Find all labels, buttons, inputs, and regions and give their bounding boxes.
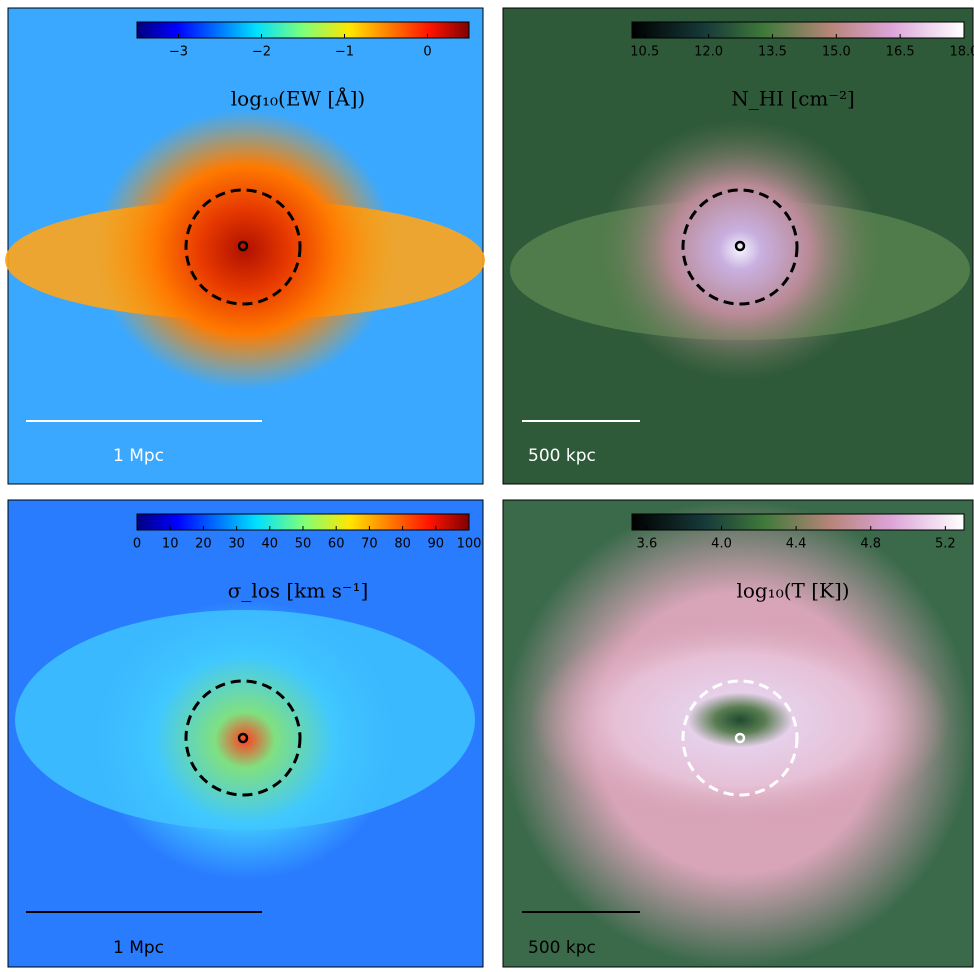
panel-title: N_HI [cm⁻²] — [731, 87, 855, 111]
colorbar-tick-label: 10 — [162, 537, 179, 552]
panel-title: log₁₀(EW [Å]) — [231, 86, 365, 111]
colorbar-tick-label: 13.5 — [758, 45, 787, 60]
colorbar-tick-label: 18.0 — [950, 45, 974, 60]
panel-3 — [8, 500, 483, 967]
colorbar-tick-label: 3.6 — [637, 537, 658, 552]
colorbar-tick-label: −2 — [252, 45, 271, 60]
colorbar-tick-label: −3 — [169, 45, 188, 60]
scale-label: 1 Mpc — [113, 938, 164, 958]
scale-label: 500 kpc — [528, 938, 596, 958]
panel-2 — [503, 8, 973, 484]
colorbar-tick-label: 4.8 — [860, 537, 881, 552]
panel-title: log₁₀(T [K]) — [736, 579, 849, 603]
colorbar-tick-label: 90 — [428, 537, 445, 552]
colorbar-tick-label: −1 — [335, 45, 354, 60]
colorbar-tick-label: 40 — [262, 537, 279, 552]
scale-label: 500 kpc — [528, 446, 596, 466]
colorbar — [632, 22, 964, 38]
colorbar-tick-label: 30 — [228, 537, 245, 552]
panel-4 — [503, 500, 973, 967]
colorbar-tick-label: 80 — [394, 537, 411, 552]
colorbar-tick-label: 4.4 — [786, 537, 807, 552]
figure: −3 −2 −1 0 log₁₀(EW [Å]) 1 Mpc 10.5 12.0 13.5 15.… — [0, 0, 974, 968]
panel-1 — [5, 8, 485, 484]
colorbar-tick-label: 15.0 — [822, 45, 851, 60]
colorbar-tick-label: 20 — [195, 537, 212, 552]
colorbar-tick-label: 10.5 — [630, 45, 659, 60]
colorbar-tick-label: 100 — [457, 537, 482, 552]
colorbar-tick-label: 70 — [361, 537, 378, 552]
colorbar-tick-label: 5.2 — [935, 537, 956, 552]
colorbar-tick-label: 12.0 — [694, 45, 723, 60]
colorbar-tick-label: 60 — [328, 537, 345, 552]
panel-title: σ_los [km s⁻¹] — [228, 579, 369, 603]
colorbar — [632, 514, 964, 530]
colorbar-tick-label: 0 — [133, 537, 141, 552]
colorbar-tick-label: 16.5 — [886, 45, 915, 60]
colorbar — [137, 22, 469, 38]
colorbar-tick-label: 4.0 — [711, 537, 732, 552]
scale-label: 1 Mpc — [113, 446, 164, 466]
colorbar-tick-label: 0 — [423, 45, 431, 60]
colorbar-tick-label: 50 — [295, 537, 312, 552]
